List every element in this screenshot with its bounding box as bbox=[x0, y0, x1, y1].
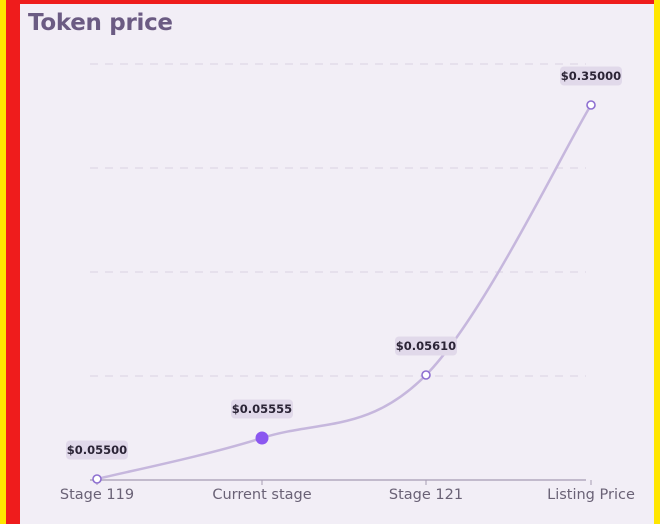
value-label-text: $0.05610 bbox=[396, 339, 456, 353]
value-label: $0.35000 bbox=[560, 66, 622, 86]
value-label-text: $0.35000 bbox=[561, 69, 621, 83]
data-point[interactable] bbox=[421, 370, 431, 380]
token-price-chart: Stage 119 Current stage Stage 121 Listing P… bbox=[60, 63, 635, 503]
current-stage-point[interactable] bbox=[255, 431, 269, 445]
x-tick-label: Stage 119 bbox=[60, 487, 134, 503]
data-point[interactable] bbox=[586, 100, 596, 110]
value-label: $0.05610 bbox=[395, 336, 457, 356]
value-label: $0.05555 bbox=[231, 399, 293, 419]
price-curve bbox=[96, 104, 593, 481]
data-point[interactable] bbox=[92, 474, 102, 484]
chart-title: Token price bbox=[28, 10, 173, 36]
grid-lines bbox=[90, 63, 586, 377]
value-label-text: $0.05500 bbox=[67, 443, 127, 457]
value-label-text: $0.05555 bbox=[232, 402, 292, 416]
data-points bbox=[92, 100, 596, 484]
x-tick-label: Listing Price bbox=[547, 487, 635, 503]
value-label: $0.05500 bbox=[66, 440, 128, 460]
data-labels: $0.05500 $0.05555 $0.05610 $0.35000 bbox=[66, 66, 622, 460]
value-label-bg bbox=[66, 440, 128, 460]
chart-card: Token price Stage 119 Current stage Stage … bbox=[20, 4, 654, 524]
x-tick-label: Current stage bbox=[212, 487, 311, 503]
value-label-bg bbox=[231, 399, 293, 419]
value-label-bg bbox=[395, 336, 457, 356]
x-axis-ticks: Stage 119 Current stage Stage 121 Listing P… bbox=[60, 480, 635, 503]
x-tick-label: Stage 121 bbox=[389, 487, 463, 503]
value-label-bg bbox=[560, 66, 622, 86]
outer-frame: Token price Stage 119 Current stage Stage … bbox=[6, 0, 654, 524]
